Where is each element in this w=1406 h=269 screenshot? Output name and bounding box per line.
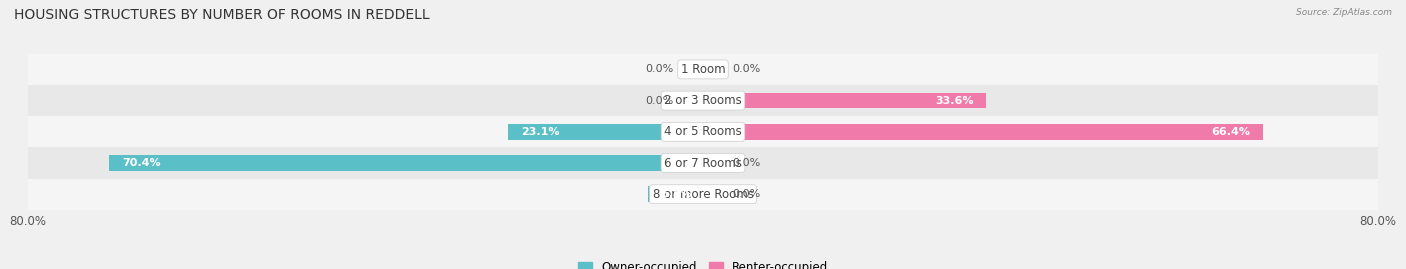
Text: 0.0%: 0.0%: [733, 158, 761, 168]
Text: 0.0%: 0.0%: [645, 64, 673, 75]
Bar: [703, 93, 987, 108]
Text: 33.6%: 33.6%: [935, 95, 974, 106]
Text: HOUSING STRUCTURES BY NUMBER OF ROOMS IN REDDELL: HOUSING STRUCTURES BY NUMBER OF ROOMS IN…: [14, 8, 430, 22]
Bar: [703, 124, 1263, 140]
Text: 70.4%: 70.4%: [122, 158, 160, 168]
Text: 0.0%: 0.0%: [733, 189, 761, 199]
Text: 0.0%: 0.0%: [733, 64, 761, 75]
Legend: Owner-occupied, Renter-occupied: Owner-occupied, Renter-occupied: [578, 261, 828, 269]
Text: 2 or 3 Rooms: 2 or 3 Rooms: [664, 94, 742, 107]
Text: 6.5%: 6.5%: [661, 189, 692, 199]
Bar: [28, 85, 1378, 116]
Bar: [508, 124, 703, 140]
Text: 6 or 7 Rooms: 6 or 7 Rooms: [664, 157, 742, 169]
Text: 1 Room: 1 Room: [681, 63, 725, 76]
Text: 8 or more Rooms: 8 or more Rooms: [652, 188, 754, 201]
Bar: [28, 54, 1378, 85]
Bar: [28, 179, 1378, 210]
Bar: [110, 155, 703, 171]
Bar: [648, 186, 703, 202]
Text: 66.4%: 66.4%: [1212, 127, 1250, 137]
Text: 4 or 5 Rooms: 4 or 5 Rooms: [664, 125, 742, 138]
Bar: [28, 147, 1378, 179]
Text: 0.0%: 0.0%: [645, 95, 673, 106]
Text: 23.1%: 23.1%: [520, 127, 560, 137]
Bar: [28, 116, 1378, 147]
Text: Source: ZipAtlas.com: Source: ZipAtlas.com: [1296, 8, 1392, 17]
